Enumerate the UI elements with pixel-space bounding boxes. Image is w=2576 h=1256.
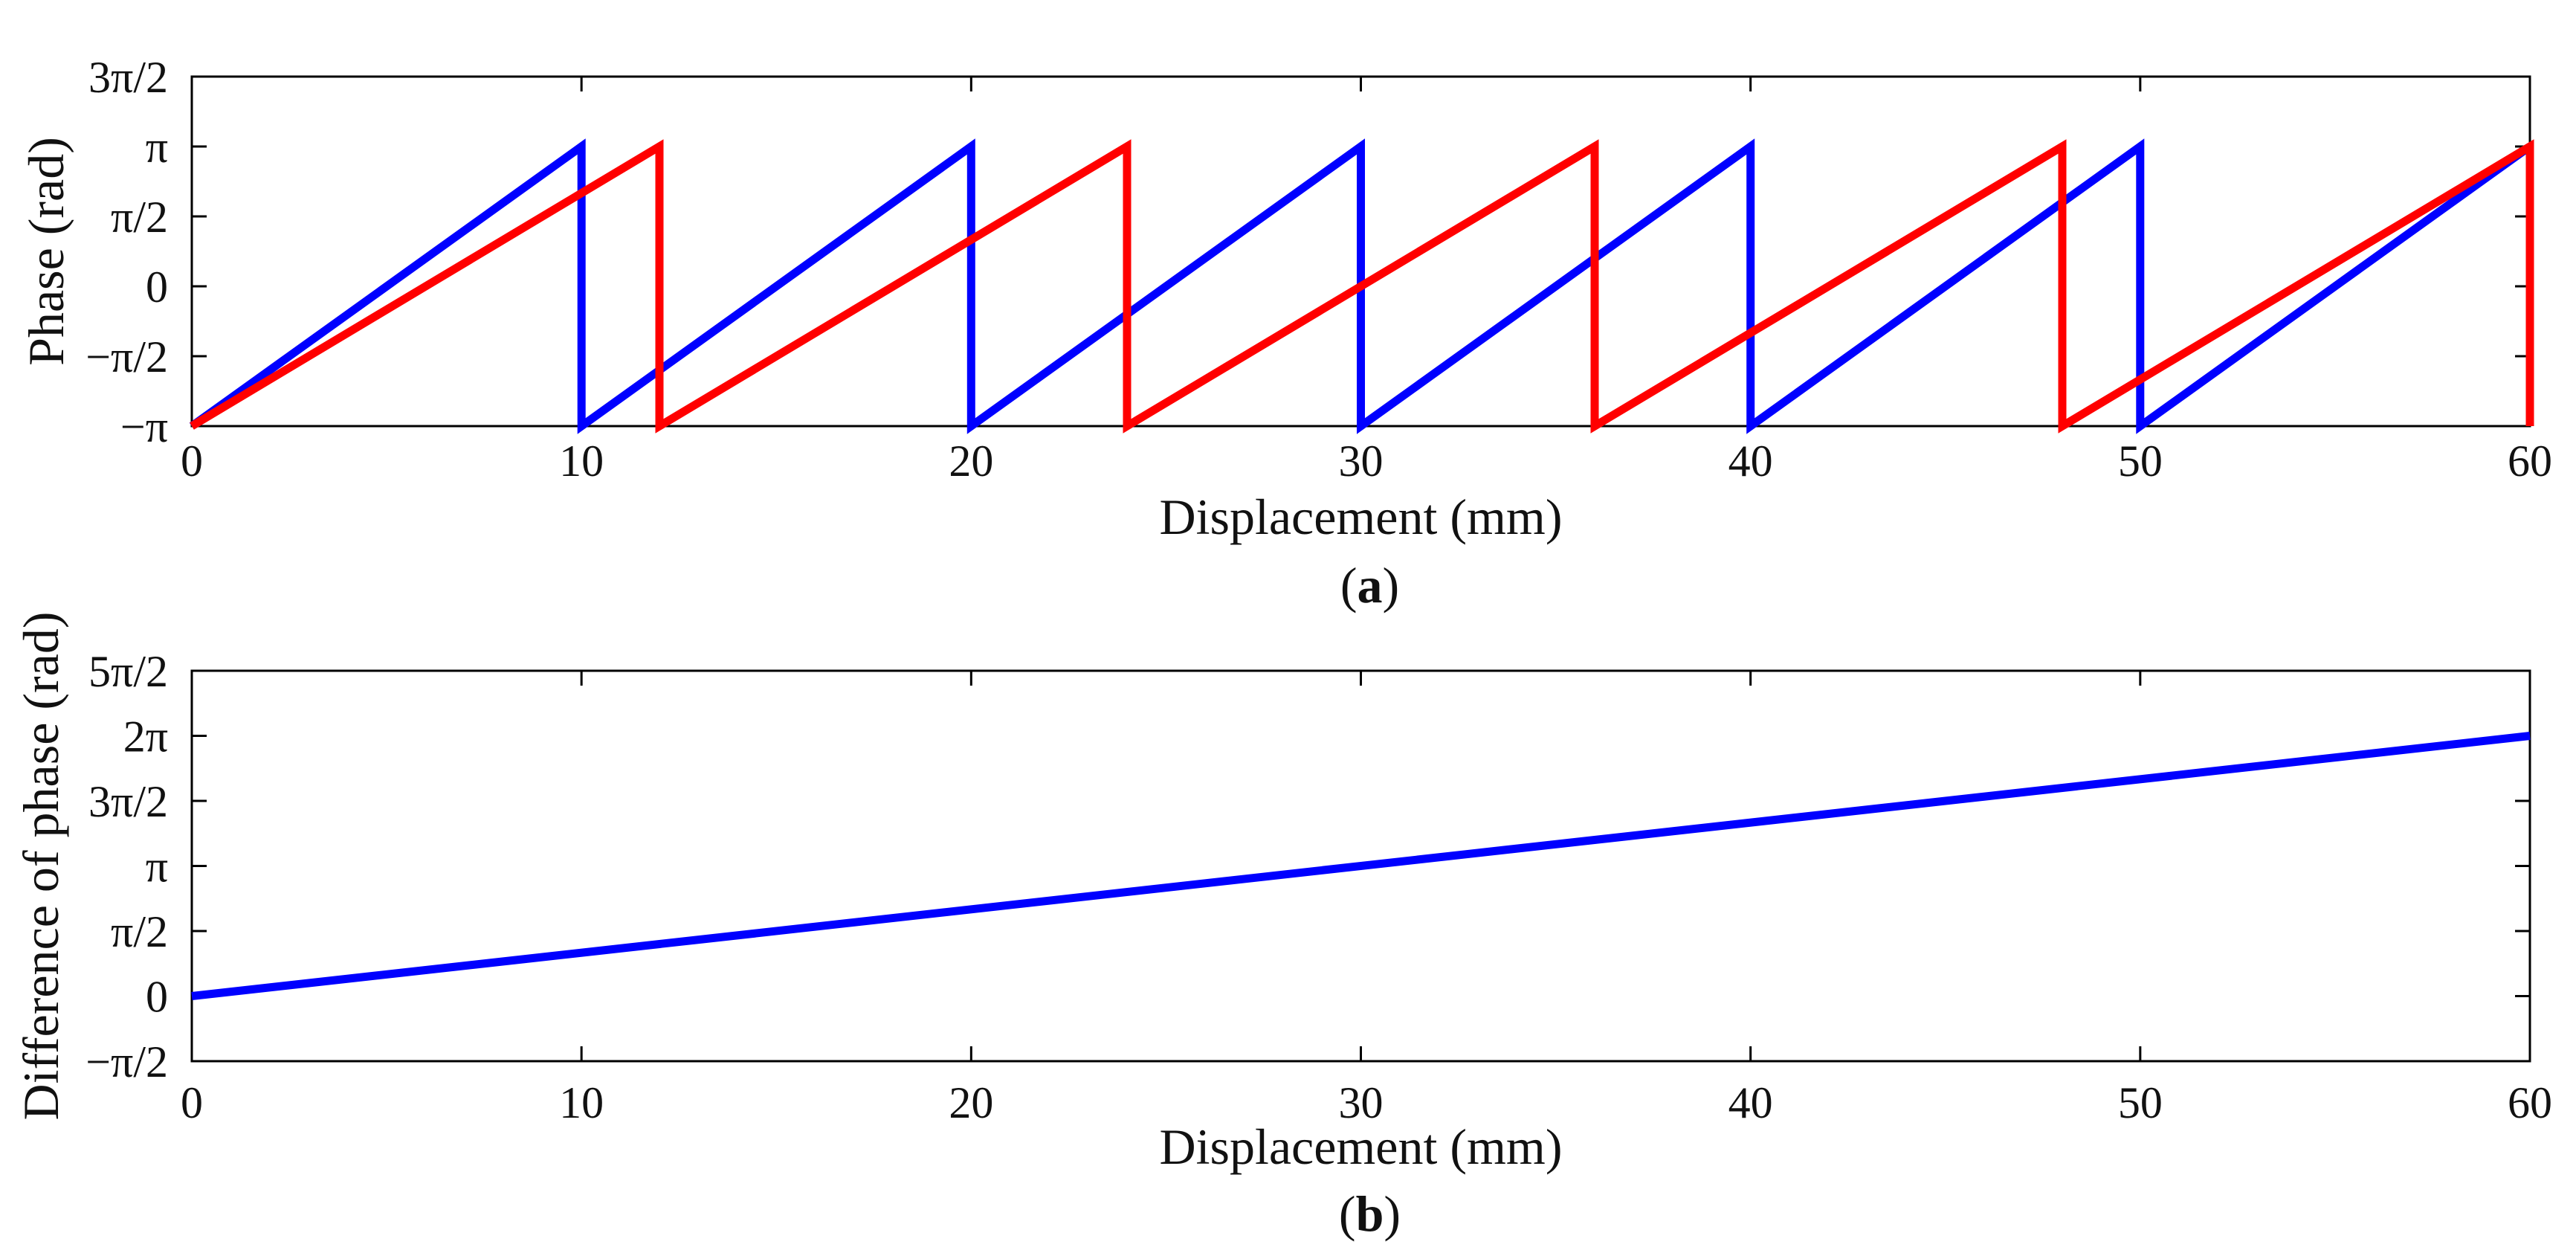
y-tick-label: 2π: [123, 712, 168, 761]
caption-letter: a: [1358, 557, 1383, 613]
y-tick-label: π: [146, 123, 168, 172]
series-line-phase-12mm-period: [190, 139, 2534, 434]
y-axis-label: Phase (rad): [18, 137, 74, 366]
caption-close-paren: ): [1384, 1185, 1401, 1242]
x-tick-label: 50: [2118, 1078, 2163, 1127]
caption-letter: b: [1356, 1185, 1384, 1242]
x-axis-label: Displacement (mm): [1160, 1118, 1563, 1175]
panel-caption: (a): [1340, 557, 1399, 613]
y-axis-label: Difference of phase (rad): [13, 611, 69, 1120]
y-tick-label: π: [146, 843, 168, 892]
caption-open-paren: (: [1340, 557, 1358, 613]
x-tick-label: 30: [1339, 437, 1384, 486]
x-tick-label: 40: [1728, 1078, 1773, 1127]
y-tick-label: π/2: [111, 193, 168, 242]
x-tick-label: 30: [1339, 1078, 1384, 1127]
y-tick-label: 3π/2: [88, 53, 168, 102]
x-tick-label: 10: [559, 1078, 604, 1127]
panel-b-chart: 0 10 20 30 40 50 60 −π/2 0 π/2 π 3π/2 2π 5π/2 Displace…: [13, 611, 2552, 1242]
series-line-phase-difference: [191, 732, 2531, 1000]
x-tick-label: 50: [2118, 437, 2163, 486]
y-tick-label: 5π/2: [88, 647, 168, 696]
caption-open-paren: (: [1339, 1185, 1356, 1242]
x-tick-label: 60: [2508, 437, 2552, 486]
x-tick-label: 0: [181, 1078, 203, 1127]
y-tick-label: π/2: [111, 907, 168, 956]
x-tick-label: 0: [181, 437, 203, 486]
panel-caption: (b): [1339, 1185, 1401, 1242]
panel-a-chart: 0 10 20 30 40 50 60 −π −π/2 0 π/2 π 3π/2 Displacement…: [18, 53, 2552, 613]
y-tick-label: −π: [120, 402, 168, 451]
y-tick-label: 0: [146, 263, 168, 312]
x-tick-label: 20: [949, 437, 993, 486]
y-tick-label: 0: [146, 972, 168, 1021]
x-tick-label: 20: [949, 1078, 993, 1127]
y-tick-label: −π/2: [85, 1037, 168, 1086]
x-tick-label: 40: [1728, 437, 1773, 486]
x-axis-label: Displacement (mm): [1160, 489, 1563, 545]
caption-close-paren: ): [1383, 557, 1400, 613]
x-tick-label: 10: [559, 437, 604, 486]
x-tick-label: 60: [2508, 1078, 2552, 1127]
y-tick-label: −π/2: [85, 332, 168, 381]
y-tick-label: 3π/2: [88, 777, 168, 826]
